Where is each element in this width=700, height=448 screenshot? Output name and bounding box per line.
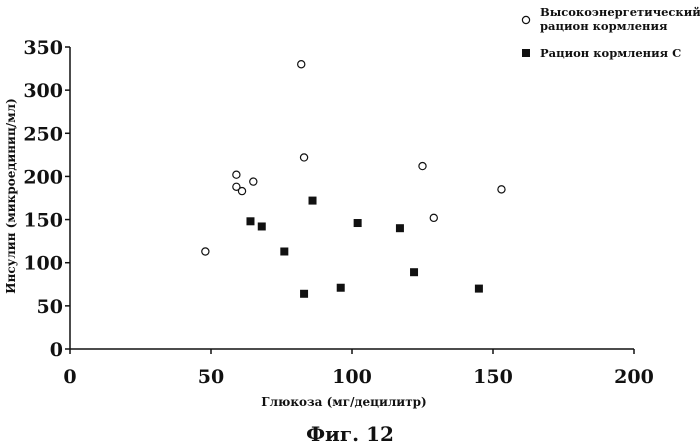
tick-labels: 0 50 100 150 200 250 300 350 0 50 100 150 200 (23, 37, 654, 388)
circle-point (238, 187, 245, 194)
square-point (309, 197, 317, 205)
square-point (475, 285, 483, 293)
y-tick-label: 50 (37, 296, 63, 318)
y-tick-label: 300 (23, 80, 63, 102)
legend: Высокоэнергетическийрацион кормления Раци… (522, 5, 700, 60)
y-tick-label: 200 (23, 166, 63, 188)
square-point (280, 247, 288, 255)
square-point (410, 268, 418, 276)
data-points (202, 61, 505, 298)
circle-point (298, 61, 305, 68)
axes (65, 47, 634, 354)
circle-point (300, 154, 307, 161)
y-tick-label: 0 (50, 339, 63, 361)
legend-square-marker (522, 49, 530, 57)
x-tick-label: 200 (614, 366, 654, 388)
figure-caption: Фиг. 12 (306, 422, 394, 446)
square-point (354, 219, 362, 227)
x-tick-label: 150 (473, 366, 513, 388)
y-tick-label: 350 (23, 37, 63, 59)
circle-point (202, 248, 209, 255)
legend-label: Высокоэнергетический (540, 5, 700, 19)
legend-label: рацион кормления (540, 19, 668, 33)
legend-circle-marker (522, 16, 529, 23)
legend-label: Рацион кормления С (540, 46, 681, 60)
square-point (396, 224, 404, 232)
circle-point (233, 171, 240, 178)
circle-point (498, 186, 505, 193)
x-tick-label: 0 (63, 366, 76, 388)
circle-point (430, 214, 437, 221)
y-tick-label: 100 (23, 253, 63, 275)
square-point (246, 217, 254, 225)
square-point (300, 290, 308, 298)
y-tick-label: 250 (23, 123, 63, 145)
circle-point (250, 178, 257, 185)
x-axis-label: Глюкоза (мг/децилитр) (261, 395, 426, 409)
y-tick-label: 150 (23, 210, 63, 232)
series-1 (202, 61, 505, 255)
x-tick-label: 100 (332, 366, 372, 388)
series-2 (246, 197, 482, 298)
circle-point (419, 162, 426, 169)
x-tick-label: 50 (198, 366, 224, 388)
y-axis-label: Инсулин (микроединиц/мл) (4, 98, 18, 294)
square-point (337, 284, 345, 292)
square-point (258, 222, 266, 230)
